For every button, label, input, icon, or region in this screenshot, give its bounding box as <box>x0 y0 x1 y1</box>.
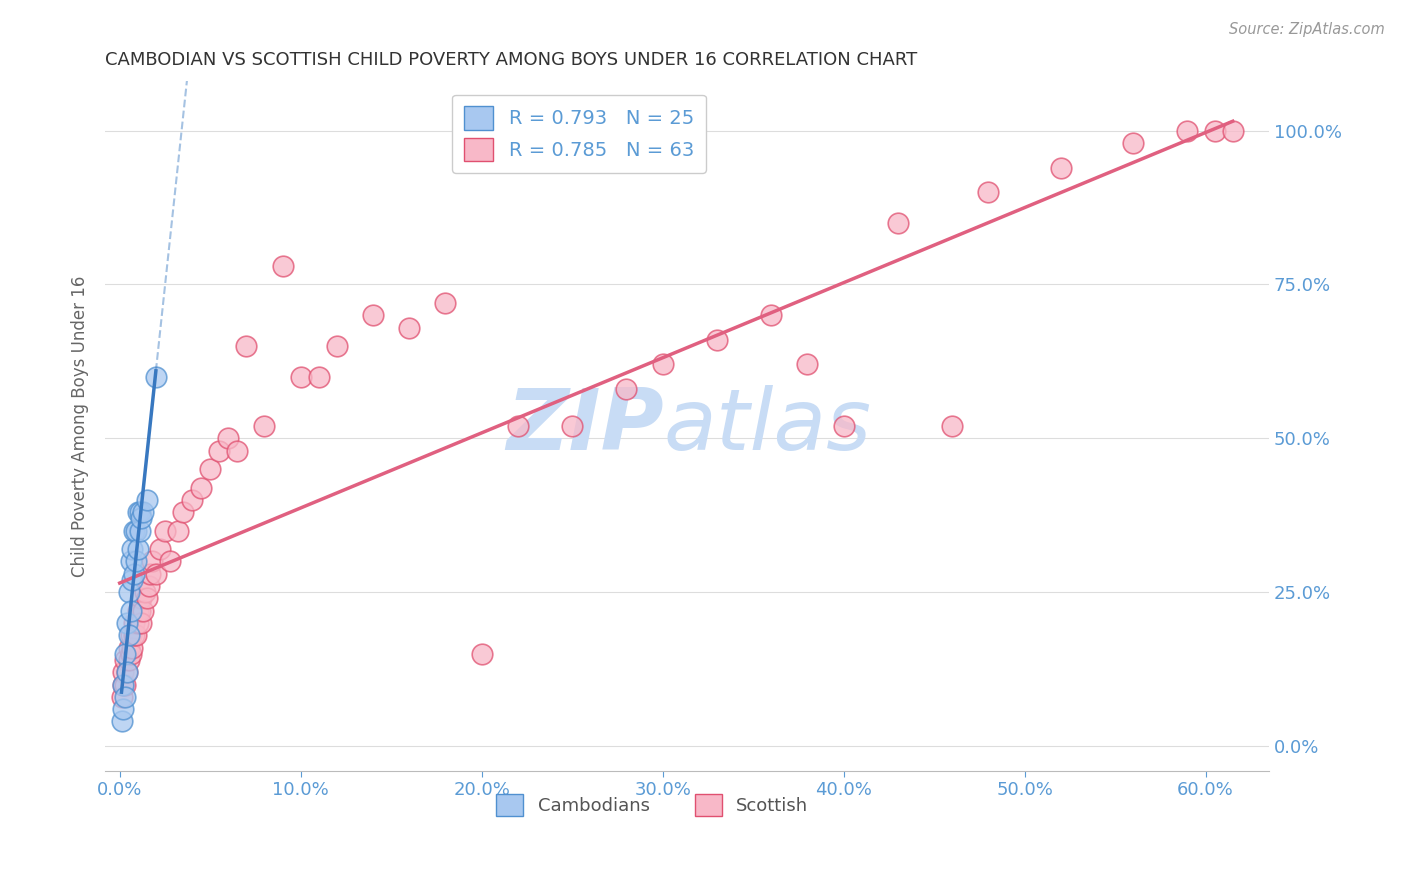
Point <box>235 339 257 353</box>
Point <box>398 320 420 334</box>
Point <box>128 505 150 519</box>
Point <box>112 665 135 680</box>
Point <box>887 216 910 230</box>
Point <box>145 369 167 384</box>
Point <box>977 185 1000 199</box>
Point <box>132 604 155 618</box>
Point <box>761 308 783 322</box>
Point <box>125 554 148 568</box>
Point <box>616 382 638 396</box>
Point <box>125 524 148 538</box>
Point <box>290 369 312 384</box>
Point <box>217 431 239 445</box>
Point <box>121 640 143 655</box>
Point <box>114 653 136 667</box>
Point <box>114 647 136 661</box>
Point <box>110 714 132 729</box>
Point <box>271 259 294 273</box>
Point <box>114 690 136 704</box>
Point <box>125 628 148 642</box>
Point <box>1222 123 1244 137</box>
Text: ZIP: ZIP <box>506 384 664 467</box>
Point <box>110 690 132 704</box>
Point <box>561 419 583 434</box>
Point <box>120 647 142 661</box>
Point <box>120 554 142 568</box>
Point <box>361 308 384 322</box>
Point <box>190 481 212 495</box>
Point <box>127 615 149 630</box>
Point <box>434 296 457 310</box>
Point <box>112 677 135 691</box>
Point <box>159 554 181 568</box>
Text: Source: ZipAtlas.com: Source: ZipAtlas.com <box>1229 22 1385 37</box>
Point <box>134 585 156 599</box>
Text: CAMBODIAN VS SCOTTISH CHILD POVERTY AMONG BOYS UNDER 16 CORRELATION CHART: CAMBODIAN VS SCOTTISH CHILD POVERTY AMON… <box>105 51 918 69</box>
Point <box>1122 136 1144 150</box>
Point <box>941 419 963 434</box>
Point <box>122 566 145 581</box>
Point <box>121 573 143 587</box>
Point <box>253 419 276 434</box>
Text: atlas: atlas <box>664 384 872 467</box>
Point <box>706 333 728 347</box>
Point <box>118 585 141 599</box>
Point <box>118 653 141 667</box>
Point <box>172 505 194 519</box>
Point <box>148 542 170 557</box>
Point <box>181 492 204 507</box>
Point <box>471 647 494 661</box>
Point <box>128 524 150 538</box>
Point <box>1204 123 1226 137</box>
Point <box>153 524 176 538</box>
Point <box>120 628 142 642</box>
Point <box>122 524 145 538</box>
Point <box>120 604 142 618</box>
Point <box>128 604 150 618</box>
Point <box>121 542 143 557</box>
Legend: Cambodians, Scottish: Cambodians, Scottish <box>489 788 815 823</box>
Point <box>122 615 145 630</box>
Y-axis label: Child Poverty Among Boys Under 16: Child Poverty Among Boys Under 16 <box>72 276 89 577</box>
Point <box>118 640 141 655</box>
Point <box>131 511 153 525</box>
Point <box>112 702 135 716</box>
Point <box>1049 161 1071 175</box>
Point <box>127 604 149 618</box>
Point <box>832 419 855 434</box>
Point <box>115 615 138 630</box>
Point <box>326 339 349 353</box>
Point <box>208 443 231 458</box>
Point <box>141 554 163 568</box>
Point <box>226 443 249 458</box>
Point <box>651 358 673 372</box>
Point <box>115 665 138 680</box>
Point <box>114 677 136 691</box>
Point <box>796 358 818 372</box>
Point <box>127 505 149 519</box>
Point <box>132 505 155 519</box>
Point <box>135 591 157 606</box>
Point <box>166 524 188 538</box>
Point <box>112 677 135 691</box>
Point <box>122 628 145 642</box>
Point <box>1177 123 1199 137</box>
Point <box>135 492 157 507</box>
Point <box>131 591 153 606</box>
Point <box>198 462 221 476</box>
Point <box>138 579 160 593</box>
Point <box>118 628 141 642</box>
Point <box>506 419 529 434</box>
Point <box>127 542 149 557</box>
Point <box>139 566 162 581</box>
Point <box>115 665 138 680</box>
Point <box>145 566 167 581</box>
Point <box>308 369 330 384</box>
Point <box>131 615 153 630</box>
